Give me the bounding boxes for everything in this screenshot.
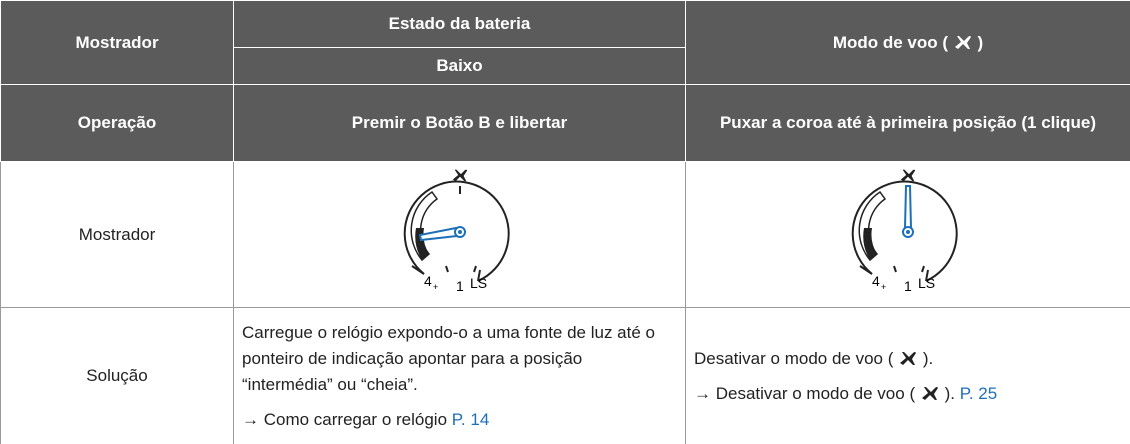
dial: 4 + 1 LS [390,162,530,294]
reference: ). [944,383,955,403]
header-cell: Baixo [233,47,686,85]
header-cell: Premir o Botão B e libertar [233,84,686,162]
paragraph: Carregue o relógio expondo-o a uma fonte… [242,322,655,394]
dial-cell: 4 + 1 LS [685,161,1130,308]
dial-cell: 4 + 1 LS [233,161,686,308]
dial: 4 + 1 LS [838,162,978,294]
header-cell: Operação [0,84,234,162]
row-label: Mostrador [0,161,234,308]
dial-label: LS [470,275,487,291]
header-cell: Estado da bateria [233,0,686,48]
reference: → Como carregar o relógio [242,409,448,429]
page-link[interactable]: P. 25 [959,383,998,403]
header-cell: Puxar a coroa até à primeira posição (1 … [685,84,1130,162]
page-link[interactable]: P. 14 [451,409,490,429]
plane-icon [898,348,918,368]
dial-label: + [881,282,886,292]
row-label: Solução [0,307,234,444]
dial-label: + [433,282,438,292]
dial-label: 1 [456,278,464,294]
header-text: Modo de voo ( [832,33,949,52]
reference: → Desativar o modo de voo ( [694,383,916,403]
solution-cell: Carregue o relógio expondo-o a uma fonte… [233,307,686,444]
dial-label: LS [918,275,935,291]
paragraph: Desativar o modo de voo ( [694,348,894,368]
header-text: ) [977,33,984,52]
plane-icon [953,32,973,52]
header-cell: Modo de voo ( ) [685,0,1130,85]
paragraph: ). [922,348,934,368]
solution-cell: Desativar o modo de voo ( ). → Desativar… [685,307,1130,444]
dial-label: 4 [424,273,432,289]
header-cell: Mostrador [0,0,234,85]
plane-icon [920,383,940,403]
dial-label: 4 [872,273,880,289]
dial-label: 1 [904,278,912,294]
